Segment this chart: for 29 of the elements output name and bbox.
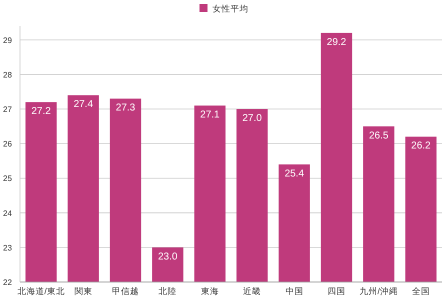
x-tick-label: 関東 [74,286,92,296]
data-label: 27.3 [116,102,136,114]
legend-label: 女性平均 [212,4,248,14]
data-label: 27.0 [242,113,262,124]
x-tick-label: 北陸 [158,286,177,296]
data-label: 26.2 [411,140,432,152]
x-tick-label: 甲信越 [112,286,139,296]
x-tick-label: 東海 [200,286,219,296]
data-label: 27.4 [74,99,94,110]
y-tick-label: 28 [3,70,12,80]
data-label: 27.2 [31,106,52,118]
y-tick-label: 22 [3,278,12,287]
y-tick-label: 29 [3,36,12,45]
y-tick-label: 26 [3,140,12,149]
y-tick-label: 27 [3,105,12,114]
y-tick-label: 23 [3,243,12,252]
data-label: 27.1 [200,110,220,121]
y-tick-label: 25 [3,174,12,184]
y-tick-label: 24 [3,208,12,218]
x-tick-label: 全国 [412,286,430,296]
data-label: 23.0 [158,251,178,262]
x-tick-label: 九州/沖縄 [360,286,398,296]
data-label: 29.2 [326,36,347,48]
x-tick-label: 近畿 [243,286,262,296]
data-label: 26.5 [368,130,389,142]
data-label: 25.4 [284,168,304,180]
x-tick-label: 北海道/東北 [17,286,65,296]
x-tick-label: 中国 [285,286,304,296]
x-tick-label: 四国 [328,286,346,296]
